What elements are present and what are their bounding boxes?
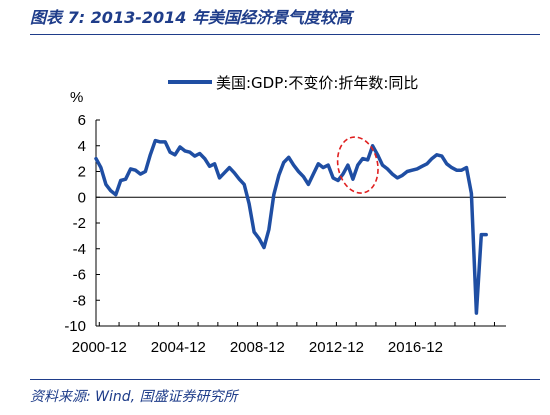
y-tick-label: -4 bbox=[73, 241, 86, 258]
chart-title: 图表 7: 2013-2014 年美国经济景气度较高 bbox=[30, 8, 352, 27]
series-layer bbox=[94, 138, 488, 315]
y-tick-label: -8 bbox=[73, 292, 86, 309]
y-tick-label: 2 bbox=[78, 164, 86, 181]
x-tick-label: 2012-12 bbox=[309, 339, 364, 356]
y-axis-label: % bbox=[70, 89, 83, 106]
x-tick-label: 2004-12 bbox=[151, 339, 206, 356]
y-axis-ticks: 6 4 2 0 -2 -4 -6 -8 -10% bbox=[64, 89, 100, 335]
x-tick-label: 2000-12 bbox=[72, 339, 127, 356]
axes bbox=[95, 120, 506, 327]
highlight-ellipse bbox=[336, 136, 379, 194]
y-tick-label: 6 bbox=[78, 112, 86, 129]
x-tick-label: 2016-12 bbox=[388, 339, 443, 356]
title-divider bbox=[30, 34, 540, 35]
series-line-0 bbox=[94, 138, 488, 315]
source-note: 资料来源: Wind, 国盛证券研究所 bbox=[30, 389, 238, 405]
legend-label: 美国:GDP:不变价:折年数:同比 bbox=[216, 74, 418, 92]
x-tick-label: 2008-12 bbox=[230, 339, 285, 356]
y-tick-label: 4 bbox=[78, 138, 86, 155]
footer-divider bbox=[30, 379, 540, 380]
y-tick-label: -6 bbox=[73, 267, 86, 284]
legend: 美国:GDP:不变价:折年数:同比 bbox=[168, 74, 418, 92]
annotation-layer bbox=[336, 136, 379, 194]
x-axis-ticks: 2000-12 2004-12 2008-12 2012-12 2016-12 bbox=[72, 322, 495, 356]
y-tick-label: 0 bbox=[78, 189, 86, 206]
y-tick-label: -10 bbox=[64, 318, 86, 335]
y-tick-label: -2 bbox=[73, 215, 86, 232]
